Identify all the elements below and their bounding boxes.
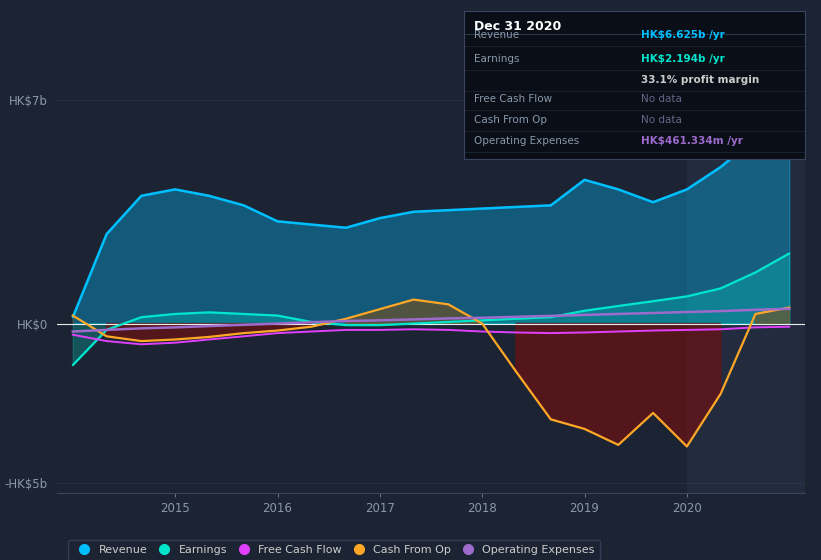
Text: Free Cash Flow: Free Cash Flow [474, 94, 553, 104]
Text: No data: No data [641, 115, 682, 125]
Text: 33.1% profit margin: 33.1% profit margin [641, 75, 759, 85]
Text: HK$461.334m /yr: HK$461.334m /yr [641, 136, 743, 146]
Legend: Revenue, Earnings, Free Cash Flow, Cash From Op, Operating Expenses: Revenue, Earnings, Free Cash Flow, Cash … [68, 540, 600, 560]
Text: HK$2.194b /yr: HK$2.194b /yr [641, 54, 725, 64]
Text: Cash From Op: Cash From Op [474, 115, 547, 125]
Bar [687, 84, 805, 493]
Text: Operating Expenses: Operating Expenses [474, 136, 580, 146]
Text: HK$6.625b /yr: HK$6.625b /yr [641, 30, 725, 40]
Text: Revenue: Revenue [474, 30, 519, 40]
Text: Earnings: Earnings [474, 54, 520, 64]
Text: Dec 31 2020: Dec 31 2020 [474, 20, 562, 32]
Text: No data: No data [641, 94, 682, 104]
